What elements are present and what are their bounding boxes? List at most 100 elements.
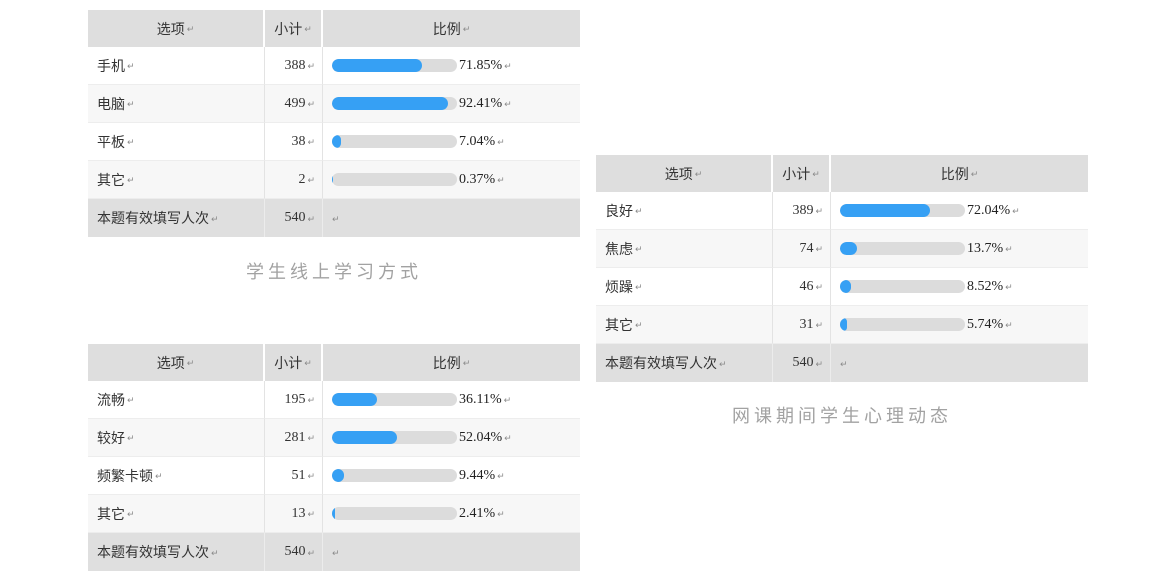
paragraph-mark: ↵	[186, 25, 195, 35]
count-cell: 281 ↵	[265, 419, 323, 457]
count-cell: 499 ↵	[265, 85, 323, 123]
count-value: 281	[284, 429, 306, 445]
option-label: 较好	[97, 431, 125, 447]
count-cell: 195 ↵	[265, 381, 323, 419]
table-caption-psychology: 网课期间学生心理动态	[732, 406, 952, 426]
count-value: 389	[792, 202, 814, 218]
ratio-bar-fill	[332, 135, 341, 148]
ratio-bar-track	[840, 242, 965, 255]
paragraph-mark: ↵	[307, 176, 315, 186]
paragraph-mark: ↵	[503, 396, 512, 406]
ratio-bar-track	[840, 318, 965, 331]
ratio-bar-track	[332, 97, 457, 110]
paragraph-mark: ↵	[497, 510, 505, 520]
header-option-label: 选项	[664, 167, 693, 183]
ratio-cell: 36.11% ↵	[323, 381, 580, 419]
paragraph-mark: ↵	[304, 25, 312, 35]
option-label: 手机	[97, 59, 125, 75]
paragraph-mark: ↵	[635, 283, 643, 293]
paragraph-mark: ↵	[815, 207, 823, 217]
header-count-label: 小计	[782, 167, 811, 183]
table-row: 其它 ↵ 31 ↵ 5.74% ↵	[596, 306, 1088, 344]
paragraph-mark: ↵	[815, 321, 823, 331]
option-cell: 平板 ↵	[88, 123, 265, 161]
table-row: 其它 ↵ 13 ↵ 2.41% ↵	[88, 495, 580, 533]
paragraph-mark: ↵	[812, 170, 820, 180]
count-cell: 31 ↵	[773, 306, 831, 344]
paragraph-mark: ↵	[307, 510, 315, 520]
paragraph-mark: ↵	[1005, 245, 1013, 255]
count-cell: 74 ↵	[773, 230, 831, 268]
header-option: 选项 ↵	[596, 155, 773, 192]
paragraph-mark: ↵	[815, 245, 823, 255]
table-header-row: 选项 ↵ 小计 ↵ 比例 ↵	[596, 155, 1088, 192]
paragraph-mark: ↵	[497, 138, 505, 148]
ratio-percent-label: 8.52%	[967, 278, 1004, 294]
header-count: 小计 ↵	[265, 10, 323, 47]
option-label: 平板	[97, 135, 125, 151]
paragraph-mark: ↵	[186, 359, 195, 369]
option-label: 其它	[605, 318, 633, 334]
paragraph-mark: ↵	[307, 472, 315, 482]
ratio-percent-label: 5.74%	[967, 316, 1004, 332]
paragraph-mark: ↵	[504, 62, 512, 72]
paragraph-mark: ↵	[504, 100, 512, 110]
ratio-bar-track	[332, 59, 457, 72]
ratio-percent-label: 2.41%	[459, 505, 496, 521]
ratio-bar-track	[332, 173, 457, 186]
paragraph-mark: ↵	[497, 176, 505, 186]
ratio-percent-label: 13.7%	[967, 240, 1004, 256]
option-label: 其它	[97, 173, 125, 189]
ratio-bar-fill	[332, 469, 344, 482]
paragraph-mark: ↵	[307, 138, 315, 148]
footer-count-value: 540	[792, 355, 814, 370]
option-label: 良好	[605, 204, 633, 220]
footer-label: 本题有效填写人次	[605, 357, 717, 372]
survey-table-learning-method: 选项 ↵ 小计 ↵ 比例 ↵ 手机 ↵ 388 ↵ 71.85% ↵ 电脑 ↵ 499 ↵ 92…	[88, 10, 580, 237]
count-value: 13	[291, 505, 306, 521]
paragraph-mark: ↵	[635, 321, 643, 331]
header-ratio: 比例 ↵	[323, 344, 580, 381]
footer-ratio-cell: ↵	[323, 533, 580, 571]
header-count-label: 小计	[274, 356, 303, 372]
option-cell: 其它 ↵	[88, 161, 265, 199]
paragraph-mark: ↵	[307, 100, 315, 110]
option-cell: 良好 ↵	[596, 192, 773, 230]
ratio-percent-label: 92.41%	[459, 95, 503, 111]
table-row: 良好 ↵ 389 ↵ 72.04% ↵	[596, 192, 1088, 230]
option-cell: 其它 ↵	[88, 495, 265, 533]
paragraph-mark: ↵	[815, 359, 823, 370]
ratio-bar-track	[840, 204, 965, 217]
ratio-bar-track	[332, 507, 457, 520]
ratio-cell: 9.44% ↵	[323, 457, 580, 495]
option-cell: 手机 ↵	[88, 47, 265, 85]
header-count: 小计 ↵	[773, 155, 831, 192]
paragraph-mark: ↵	[1005, 321, 1013, 331]
option-cell: 焦虑 ↵	[596, 230, 773, 268]
paragraph-mark: ↵	[211, 214, 219, 225]
paragraph-mark: ↵	[970, 170, 979, 180]
header-option: 选项 ↵	[88, 344, 265, 381]
count-value: 51	[291, 467, 306, 483]
header-option-label: 选项	[156, 356, 185, 372]
paragraph-mark: ↵	[462, 359, 471, 369]
table-row: 流畅 ↵ 195 ↵ 36.11% ↵	[88, 381, 580, 419]
option-cell: 频繁卡顿 ↵	[88, 457, 265, 495]
count-cell: 389 ↵	[773, 192, 831, 230]
footer-label: 本题有效填写人次	[97, 212, 209, 227]
survey-table-psychology: 选项 ↵ 小计 ↵ 比例 ↵ 良好 ↵ 389 ↵ 72.04% ↵ 焦虑 ↵ 74 ↵ 13.…	[596, 155, 1088, 382]
paragraph-mark: ↵	[307, 62, 315, 72]
count-cell: 51 ↵	[265, 457, 323, 495]
table-footer-row: 本题有效填写人次 ↵ 540 ↵ ↵	[88, 199, 580, 237]
count-value: 31	[799, 316, 814, 332]
ratio-bar-fill	[332, 97, 448, 110]
option-label: 频繁卡顿	[97, 469, 153, 485]
ratio-cell: 13.7% ↵	[831, 230, 1088, 268]
header-option-label: 选项	[156, 22, 185, 38]
header-ratio-label: 比例	[940, 167, 969, 183]
option-label: 流畅	[97, 393, 125, 409]
ratio-cell: 5.74% ↵	[831, 306, 1088, 344]
survey-table-network-quality: 选项 ↵ 小计 ↵ 比例 ↵ 流畅 ↵ 195 ↵ 36.11% ↵ 较好 ↵ 281 ↵ 52…	[88, 344, 580, 571]
paragraph-mark: ↵	[1005, 283, 1013, 293]
footer-ratio-cell: ↵	[831, 344, 1088, 382]
